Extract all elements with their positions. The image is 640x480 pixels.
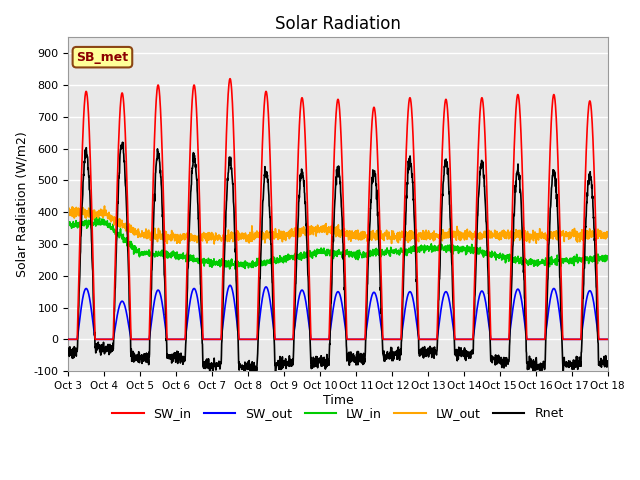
Y-axis label: Solar Radiation (W/m2): Solar Radiation (W/m2) xyxy=(15,132,28,277)
Legend: SW_in, SW_out, LW_in, LW_out, Rnet: SW_in, SW_out, LW_in, LW_out, Rnet xyxy=(108,402,568,425)
X-axis label: Time: Time xyxy=(323,394,353,407)
Text: SB_met: SB_met xyxy=(76,51,129,64)
Title: Solar Radiation: Solar Radiation xyxy=(275,15,401,33)
